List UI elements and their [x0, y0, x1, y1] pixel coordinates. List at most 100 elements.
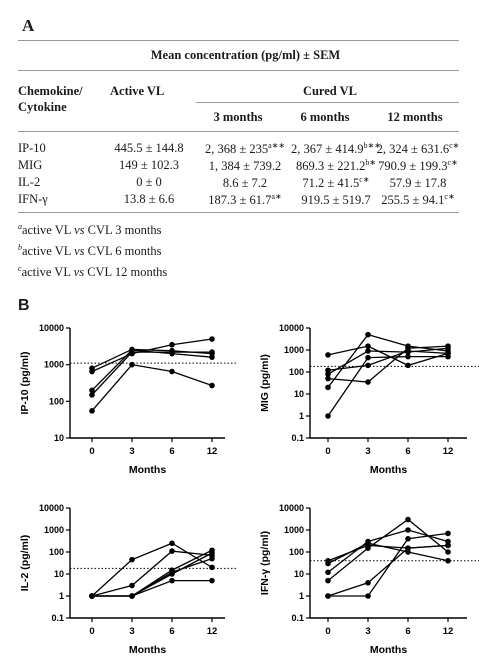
series-line — [327, 347, 449, 375]
footnote-post: CVL 12 months — [84, 265, 168, 280]
series-line — [327, 518, 449, 582]
cell-3m-value: 2, 368 ± 235 — [204, 142, 269, 157]
cell-12m-value: 255.5 ± 94.1 — [381, 193, 445, 208]
y-tick-label: 100 — [49, 396, 64, 406]
data-point — [169, 571, 175, 577]
data-point — [325, 371, 331, 377]
x-tick-label: 6 — [169, 626, 174, 637]
x-tick-label: 3 — [129, 446, 134, 457]
footnote-b: bactive VL vs CVL 6 months — [18, 243, 161, 259]
series-line — [327, 350, 449, 371]
chart-mig: 0.1 1 10 100 1000 10000 0 3 6 12 Months MIG (pg/ml) — [259, 323, 479, 476]
data-point — [365, 331, 371, 338]
y-tick-label: 1000 — [284, 345, 304, 355]
data-point — [365, 343, 371, 349]
data-point — [89, 392, 95, 398]
data-point — [129, 556, 135, 563]
data-point — [209, 577, 215, 584]
footnote-sup: c — [18, 264, 22, 273]
y-tick-label: 1 — [299, 411, 304, 421]
data-point — [405, 362, 411, 369]
y-tick-label: 1000 — [44, 360, 64, 370]
data-point — [209, 336, 215, 342]
series-line — [327, 544, 449, 597]
chart-il2: 0.1 1 10 100 1000 10000 0 3 6 12 Months IL-2 (pg/ml… — [19, 503, 237, 656]
data-point — [209, 564, 215, 571]
y-tick-label: 1 — [299, 591, 304, 601]
row-name: IL-2 — [18, 175, 41, 189]
y-tick-label: 1000 — [284, 525, 304, 535]
data-point — [405, 353, 411, 360]
data-point — [169, 540, 175, 547]
y-tick-label: 10000 — [39, 503, 64, 513]
x-axis-label: Months — [129, 644, 166, 656]
cell-3m-sup: a∗ — [271, 192, 282, 201]
data-point — [365, 362, 371, 369]
cell-6m-value: 919.5 ± 519.7 — [301, 193, 371, 208]
col-header-12-months: 12 months — [387, 110, 443, 124]
footnote-vs: vs — [74, 244, 85, 259]
data-point — [325, 375, 331, 382]
cell-12m: 255.5 ± 94.1c∗ — [368, 192, 468, 208]
cell-3m-sup: a∗∗ — [268, 141, 286, 150]
y-axis-label: IP-10 (pg/ml) — [19, 351, 31, 414]
x-tick-label: 12 — [443, 446, 454, 457]
cell-6m-sup: b∗∗ — [363, 141, 381, 150]
series-line — [91, 351, 212, 396]
col-header-3-months: 3 months — [213, 110, 263, 124]
data-point — [89, 365, 95, 372]
y-tick-label: 10 — [294, 569, 304, 579]
chart-ip10: 10 100 1000 10000 0 3 6 12 Months IP-10 (pg/ml) — [19, 323, 237, 476]
data-point — [209, 382, 215, 389]
x-tick-label: 0 — [89, 446, 94, 457]
x-tick-label: 6 — [169, 446, 174, 457]
y-tick-label: 1000 — [44, 525, 64, 535]
footnote-a: aactive VL vs CVL 3 months — [18, 222, 161, 238]
data-point — [445, 542, 451, 549]
data-point — [129, 346, 135, 353]
series-line — [92, 552, 213, 597]
y-tick-label: 10000 — [39, 323, 64, 333]
data-point — [89, 387, 95, 394]
data-point — [325, 413, 331, 419]
data-point — [209, 550, 215, 556]
panel-b-label: B — [18, 297, 30, 314]
data-point — [325, 352, 331, 358]
x-tick-label: 12 — [207, 446, 218, 457]
cell-12m: 57.9 ± 17.8 — [368, 175, 468, 191]
data-point — [365, 542, 371, 549]
table-bottom-rule — [18, 212, 459, 213]
y-tick-label: 10000 — [279, 503, 304, 513]
data-point — [129, 350, 135, 357]
x-tick-label: 3 — [365, 446, 370, 457]
data-point — [325, 557, 331, 564]
data-point — [445, 350, 451, 357]
data-point — [169, 341, 175, 348]
cell-6m: 2, 367 ± 414.9b∗∗ — [280, 141, 392, 157]
y-tick-label: 100 — [289, 367, 304, 377]
x-axis-label: Months — [129, 464, 166, 476]
footnote-pre: active VL — [21, 265, 74, 280]
x-tick-label: 3 — [365, 626, 370, 637]
footnote-vs: vs — [73, 265, 85, 280]
table-top-rule — [18, 40, 459, 41]
col-header-chemokine: Chemokine/ — [18, 84, 83, 98]
data-point — [129, 582, 135, 589]
y-tick-label: 10000 — [279, 323, 304, 333]
data-point — [209, 350, 215, 357]
cell-3m: 8.6 ± 7.2 — [195, 175, 295, 191]
data-point — [129, 593, 135, 599]
footnote-c: cactive VL vs CVL 12 months — [18, 264, 167, 280]
footnote-pre: active VL — [22, 223, 75, 238]
series-line — [327, 529, 449, 573]
y-tick-label: 100 — [49, 547, 64, 557]
table-body-rule — [18, 131, 459, 132]
data-point — [325, 367, 331, 374]
data-point — [405, 545, 411, 551]
y-axis-label: MIG (pg/ml) — [259, 354, 271, 412]
series-line — [91, 338, 213, 373]
series-line — [91, 550, 213, 597]
cell-active: 149 ± 102.3 — [119, 158, 179, 172]
y-tick-label: 0.1 — [291, 613, 304, 623]
data-point — [89, 408, 95, 414]
